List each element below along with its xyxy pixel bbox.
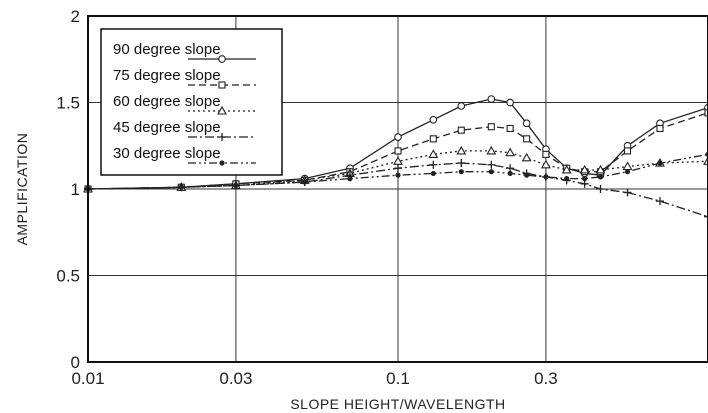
data-point: [597, 174, 604, 180]
data-point: [623, 147, 632, 155]
data-point: [486, 145, 497, 155]
legend-label: 90 degree slope: [113, 41, 221, 58]
data-point: [507, 170, 513, 177]
data-point: [487, 123, 495, 131]
data-point: [178, 184, 184, 190]
data-point: [429, 160, 438, 169]
data-point: [488, 169, 494, 175]
data-point: [624, 169, 631, 175]
data-point: [395, 172, 401, 178]
data-point: [505, 147, 516, 157]
data-point: [429, 115, 438, 124]
data-point: [219, 160, 225, 166]
data-point: [564, 176, 570, 182]
x-tick-label: 0.1: [386, 369, 410, 388]
data-point: [596, 185, 605, 193]
data-point: [218, 133, 226, 141]
x-tick-label: 0.3: [534, 369, 558, 388]
x-tick-label: 0.03: [219, 369, 252, 388]
y-tick-label: 1.5: [56, 94, 80, 113]
series-line: [87, 153, 708, 190]
data-point: [561, 164, 572, 174]
series-line: [87, 150, 708, 190]
data-point: [302, 179, 308, 185]
y-tick-label: 1: [71, 180, 80, 199]
series-line: [87, 112, 708, 190]
data-point: [457, 126, 465, 134]
data-point: [506, 124, 514, 132]
data-point: [458, 169, 464, 175]
legend-label: 45 degree slope: [113, 119, 221, 136]
data-point: [218, 81, 226, 89]
data-point: [523, 135, 531, 143]
data-point: [524, 172, 530, 178]
data-point: [233, 182, 239, 189]
data-point: [656, 124, 664, 132]
data-point: [429, 135, 437, 143]
tick-labels: 0.01 0.03 0.1 0.3 0 0.5 1 1.5 2: [56, 7, 557, 388]
data-point: [579, 164, 590, 174]
y-tick-label: 0: [71, 353, 80, 372]
plot-frame: [87, 15, 708, 363]
data-point: [347, 176, 353, 182]
legend-label: 30 degree slope: [113, 145, 221, 162]
data-point: [487, 160, 496, 169]
x-axis-title: SLOPE HEIGHT/WAVELENGTH: [290, 396, 505, 412]
data-point: [218, 55, 226, 63]
data-point: [657, 160, 663, 166]
data-point: [540, 159, 551, 169]
data-point: [428, 149, 439, 158]
data-point: [456, 145, 467, 155]
series-group: [83, 95, 708, 221]
legend-label: 60 degree slope: [113, 93, 221, 110]
data-point: [217, 105, 227, 115]
data-point: [655, 197, 664, 206]
series-line: [87, 98, 708, 190]
y-tick-label: 0.5: [56, 267, 80, 286]
data-point: [394, 133, 402, 141]
legend-label: 75 degree slope: [113, 67, 221, 84]
data-point: [622, 161, 633, 171]
data-point: [595, 164, 606, 174]
data-point: [543, 174, 549, 180]
data-point: [457, 102, 466, 110]
data-point: [457, 159, 466, 168]
data-point: [582, 176, 588, 182]
data-point: [623, 188, 632, 197]
data-point: [506, 98, 514, 107]
data-point: [430, 170, 436, 177]
data-point: [487, 95, 496, 103]
data-point: [704, 212, 708, 221]
legend: 90 degree slope 75 degree slope 60 degree …: [100, 28, 283, 176]
x-tick-label: 0.01: [71, 369, 104, 388]
data-point: [704, 109, 708, 117]
data-point: [394, 164, 402, 173]
y-axis-title: AMPLIFICATION: [14, 133, 30, 246]
legend-box: [100, 28, 283, 176]
data-point: [394, 147, 402, 155]
data-point: [542, 150, 550, 158]
data-point: [521, 152, 532, 162]
data-point: [522, 119, 531, 128]
y-tick-label: 2: [71, 7, 80, 26]
